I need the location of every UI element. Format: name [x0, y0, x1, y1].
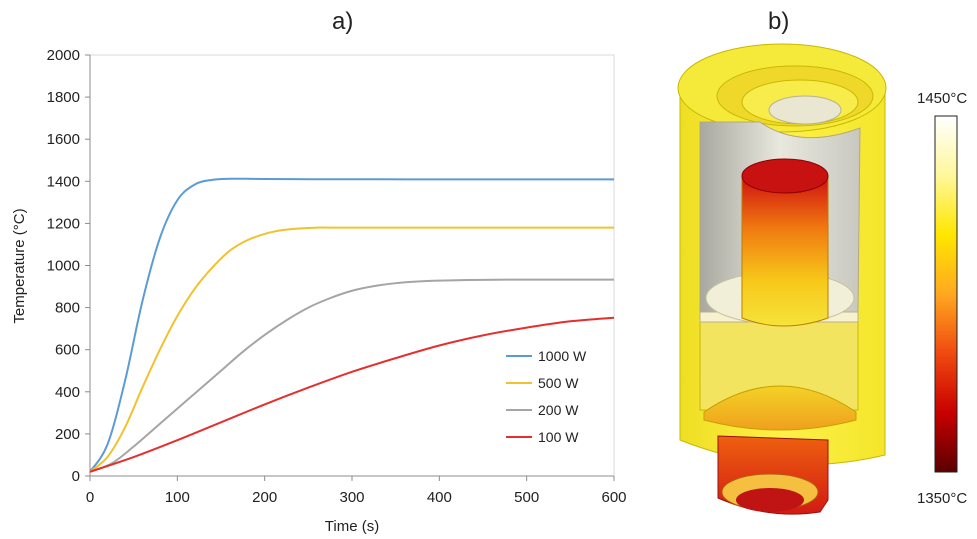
- panel-b-label: b): [768, 8, 790, 35]
- colorbar-min-label: 1350°C: [917, 490, 968, 507]
- y-tick-label: 1400: [47, 173, 80, 190]
- y-tick-label: 1000: [47, 258, 80, 275]
- crucible-body: [741, 175, 829, 327]
- crucible-top: [741, 158, 829, 194]
- top-opening: [768, 95, 842, 125]
- legend-label-2: 200 W: [538, 402, 579, 418]
- y-axis: 0 200 400 600 800 1000 1200 1400 1600 1800 2000: [47, 47, 90, 485]
- temperature-colorbar: [934, 115, 958, 473]
- x-axis-title: Time (s): [325, 518, 379, 535]
- series-line-0: [89, 177, 614, 473]
- y-tick-label: 1600: [47, 131, 80, 148]
- legend-label-0: 1000 W: [538, 348, 587, 364]
- x-tick-label: 400: [427, 489, 452, 506]
- temperature-line-chart: 0 200 400 600 800 1000 1200 1400 1600 1800 2000 0 1…: [11, 47, 627, 535]
- y-tick-label: 200: [55, 426, 80, 443]
- legend-label-3: 100 W: [538, 429, 579, 445]
- y-axis-title: Temperature (°C): [11, 208, 28, 323]
- plot-area-frame: [89, 54, 615, 477]
- furnace-temperature-rendering: [677, 43, 958, 515]
- y-tick-label: 1200: [47, 215, 80, 232]
- x-axis: 0 100 200 300 400 500 600: [86, 476, 627, 506]
- series-line-3: [89, 316, 615, 473]
- lower-tube-hole: [736, 488, 804, 512]
- series-lines: [89, 177, 615, 473]
- bottom-bowl: [703, 385, 857, 431]
- x-tick-label: 100: [165, 489, 190, 506]
- legend: 1000 W 500 W 200 W 100 W: [506, 348, 587, 445]
- x-tick-label: 300: [339, 489, 364, 506]
- legend-label-1: 500 W: [538, 375, 579, 391]
- y-tick-label: 0: [72, 468, 80, 485]
- series-line-1: [89, 226, 614, 473]
- panel-a-label: a): [332, 8, 354, 35]
- y-tick-label: 600: [55, 342, 80, 359]
- y-tick-label: 2000: [47, 47, 80, 64]
- series-line-2: [89, 278, 614, 473]
- y-tick-label: 1800: [47, 89, 80, 106]
- x-tick-label: 0: [86, 489, 94, 506]
- x-tick-label: 500: [514, 489, 539, 506]
- x-tick-label: 200: [252, 489, 277, 506]
- y-tick-label: 800: [55, 300, 80, 317]
- colorbar-max-label: 1450°C: [917, 90, 968, 107]
- y-tick-label: 400: [55, 384, 80, 401]
- x-tick-label: 600: [601, 489, 626, 506]
